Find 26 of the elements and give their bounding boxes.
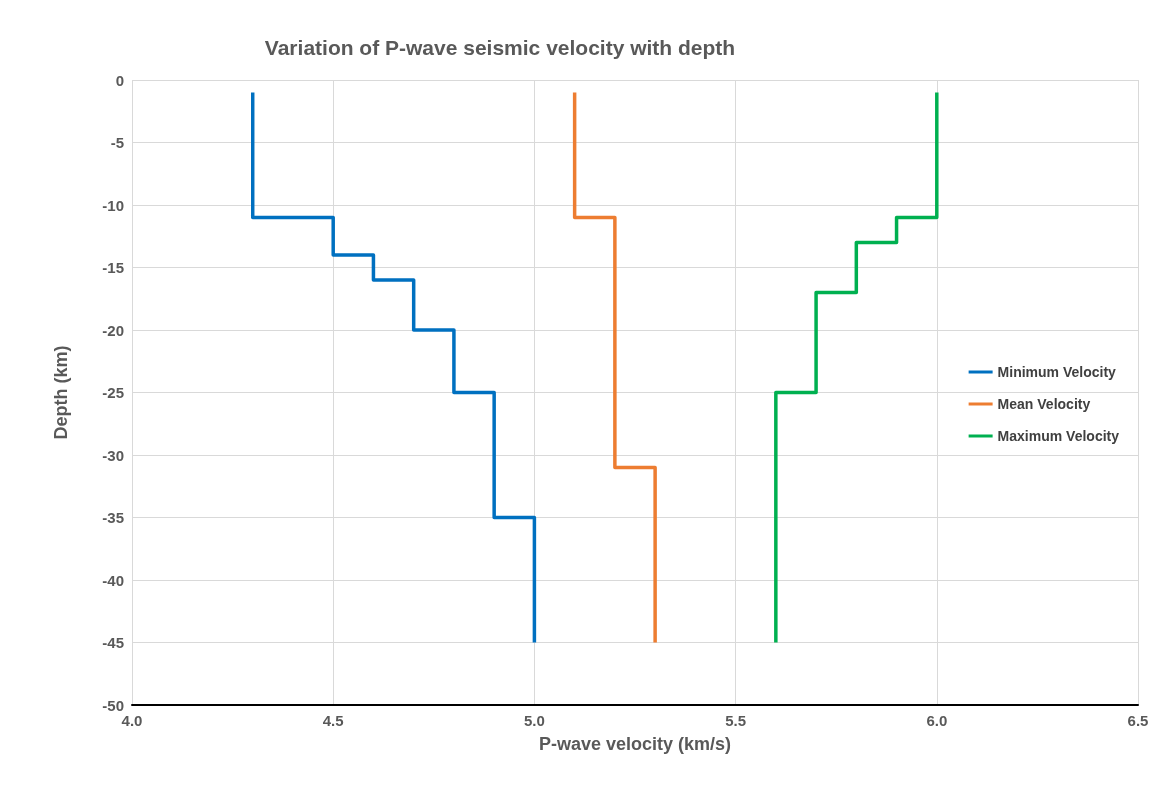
x-tick-label: 6.0 [926,712,948,729]
y-tick-label: 0 [115,71,124,89]
legend-label: Minimum Velocity [997,364,1117,380]
line-series [250,90,537,645]
y-tick-label: -25 [102,384,124,401]
y-tick-label: -5 [110,134,124,151]
x-tick-label: 4.5 [322,712,344,729]
x-axis-title: P-wave velocity (km/s) [538,734,732,754]
y-tick-label: -10 [102,196,124,214]
y-tick-label: -20 [102,321,124,339]
chart-title: Variation of P-wave seismic velocity with depth [264,36,736,59]
legend-label: Maximum Velocity [997,428,1120,444]
y-axis-title: Depth (km) [51,345,71,440]
line-series [572,90,657,645]
y-tick-label: -15 [102,259,124,276]
y-tick-label: -35 [102,509,124,526]
y-tick-label: -40 [102,571,124,589]
legend-label: Mean Velocity [997,396,1091,412]
x-tick-label: 6.5 [1127,712,1149,729]
x-tick-label: 5.5 [725,712,747,729]
y-tick-label: -45 [102,634,124,651]
x-tick-label: 4.0 [121,712,143,729]
y-tick-label: -30 [102,446,124,464]
line-series [774,90,939,645]
x-tick-label: 5.0 [523,712,545,729]
y-tick-label: -50 [102,696,124,714]
